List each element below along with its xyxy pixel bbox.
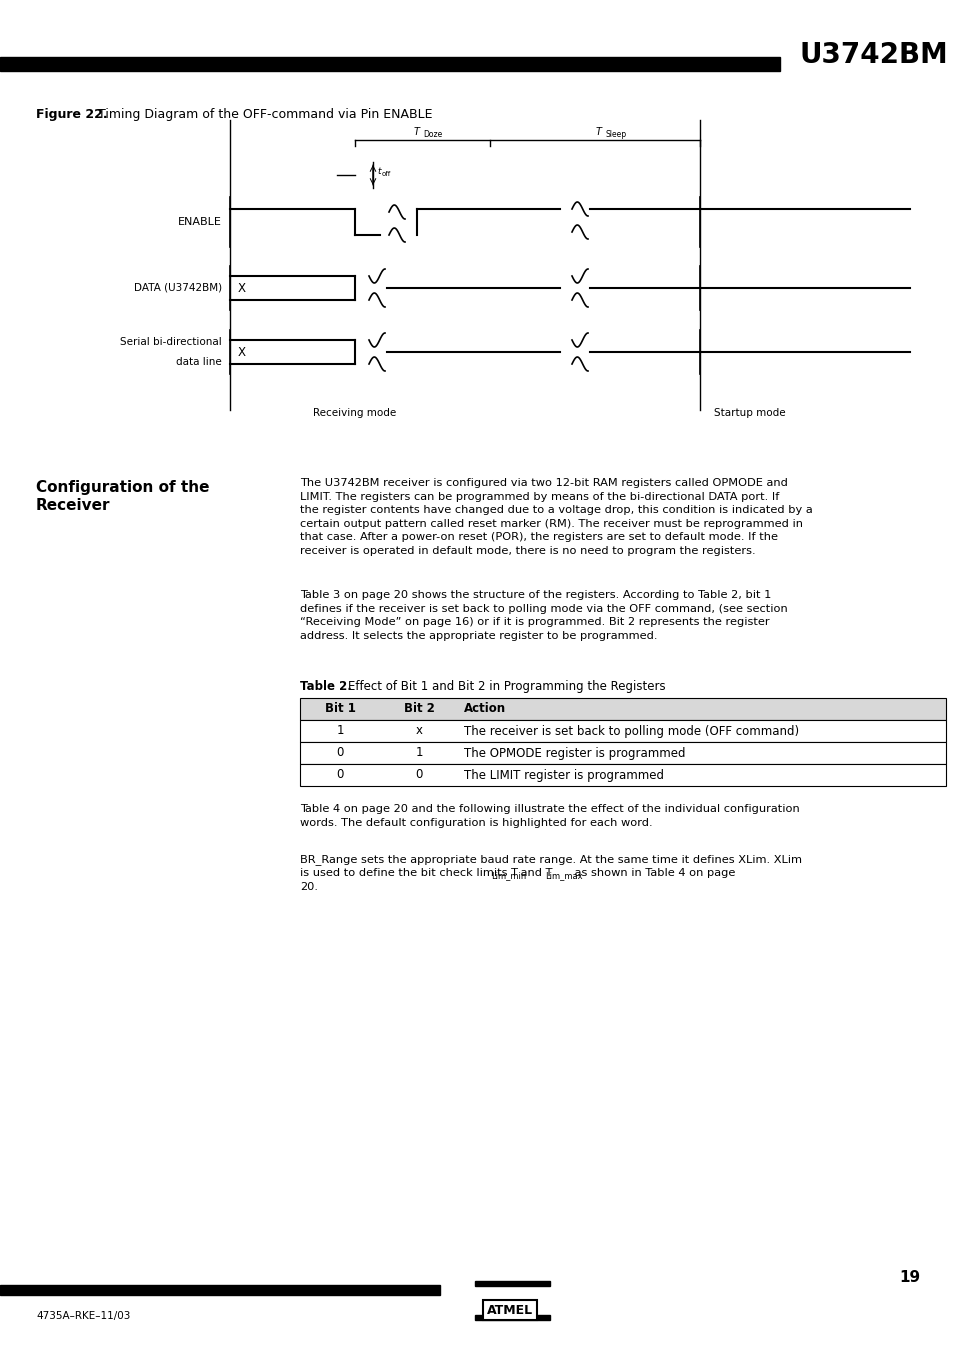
Text: 1: 1 bbox=[415, 747, 422, 759]
Text: T: T bbox=[596, 127, 601, 136]
Text: DATA (U3742BM): DATA (U3742BM) bbox=[133, 282, 222, 293]
Text: Effect of Bit 1 and Bit 2 in Programming the Registers: Effect of Bit 1 and Bit 2 in Programming… bbox=[348, 680, 665, 693]
Bar bbox=[475, 1315, 550, 1320]
Text: 4735A–RKE–11/03: 4735A–RKE–11/03 bbox=[36, 1310, 131, 1321]
Text: Doze: Doze bbox=[423, 130, 442, 139]
Text: The OPMODE register is programmed: The OPMODE register is programmed bbox=[463, 747, 685, 759]
Text: Table 4 on page 20 and the following illustrate the effect of the individual con: Table 4 on page 20 and the following ill… bbox=[299, 804, 799, 828]
Text: ENABLE: ENABLE bbox=[178, 218, 222, 227]
Bar bbox=[299, 720, 945, 742]
Text: Timing Diagram of the OFF-command via Pin ENABLE: Timing Diagram of the OFF-command via Pi… bbox=[98, 108, 432, 122]
Text: 1: 1 bbox=[335, 724, 343, 738]
Text: 0: 0 bbox=[336, 747, 343, 759]
Text: 0: 0 bbox=[415, 769, 422, 781]
Text: U3742BM: U3742BM bbox=[799, 41, 947, 69]
Text: Configuration of the: Configuration of the bbox=[36, 480, 210, 494]
Text: Serial bi-directional: Serial bi-directional bbox=[120, 336, 222, 347]
Bar bbox=[475, 1281, 550, 1286]
Text: 0: 0 bbox=[336, 769, 343, 781]
Text: 19: 19 bbox=[898, 1270, 919, 1285]
Text: Bit 1: Bit 1 bbox=[324, 703, 355, 716]
Text: and T: and T bbox=[517, 867, 552, 878]
Bar bbox=[299, 765, 945, 786]
Text: ATMEL: ATMEL bbox=[486, 1304, 533, 1316]
Text: Table 3 on page 20 shows the structure of the registers. According to Table 2, b: Table 3 on page 20 shows the structure o… bbox=[299, 590, 787, 640]
Text: Bit 2: Bit 2 bbox=[403, 703, 434, 716]
Text: t: t bbox=[376, 168, 380, 177]
Text: as shown in Table 4 on page: as shown in Table 4 on page bbox=[570, 867, 735, 878]
Text: Receiving mode: Receiving mode bbox=[313, 408, 396, 417]
Text: x: x bbox=[416, 724, 422, 738]
Text: Table 2.: Table 2. bbox=[299, 680, 352, 693]
Text: Sleep: Sleep bbox=[605, 130, 626, 139]
Bar bbox=[299, 742, 945, 765]
Text: Action: Action bbox=[463, 703, 506, 716]
Text: The U3742BM receiver is configured via two 12-bit RAM registers called OPMODE an: The U3742BM receiver is configured via t… bbox=[299, 478, 812, 557]
Bar bbox=[0, 57, 780, 72]
Text: X: X bbox=[237, 346, 246, 358]
Text: The receiver is set back to polling mode (OFF command): The receiver is set back to polling mode… bbox=[463, 724, 799, 738]
Text: is used to define the bit check limits T: is used to define the bit check limits T bbox=[299, 867, 517, 878]
Bar bbox=[0, 1285, 439, 1296]
Text: Receiver: Receiver bbox=[36, 499, 111, 513]
Text: data line: data line bbox=[176, 357, 222, 367]
Text: Figure 22.: Figure 22. bbox=[36, 108, 108, 122]
Bar bbox=[299, 698, 945, 720]
Text: T: T bbox=[413, 127, 419, 136]
Text: X: X bbox=[237, 281, 246, 295]
Text: off: off bbox=[381, 172, 391, 177]
Text: Startup mode: Startup mode bbox=[714, 408, 785, 417]
Text: Lim_min: Lim_min bbox=[491, 871, 526, 880]
Text: BR_Range sets the appropriate baud rate range. At the same time it defines XLim.: BR_Range sets the appropriate baud rate … bbox=[299, 854, 801, 865]
Text: 20.: 20. bbox=[299, 882, 317, 892]
Text: The LIMIT register is programmed: The LIMIT register is programmed bbox=[463, 769, 663, 781]
Text: Lim_max: Lim_max bbox=[545, 871, 582, 880]
